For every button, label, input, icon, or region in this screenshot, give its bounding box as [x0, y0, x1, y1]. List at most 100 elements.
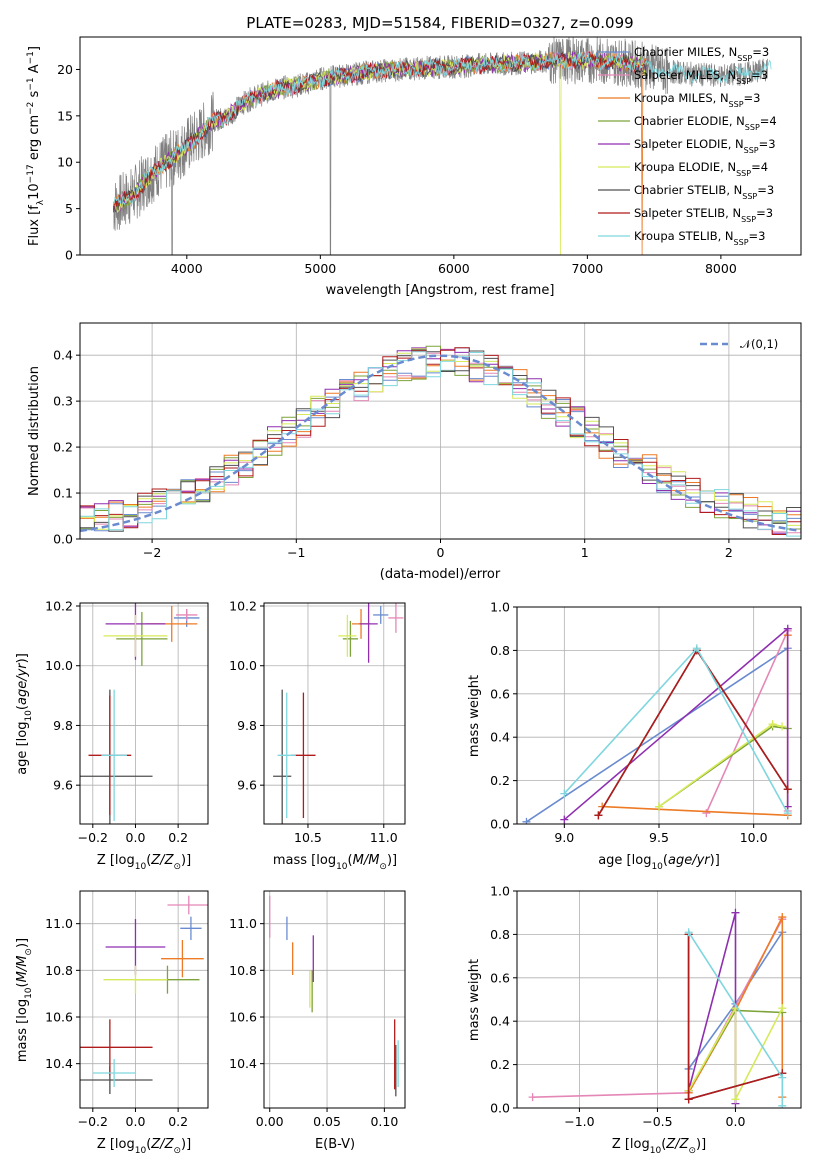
legend-entry: Kroupa STELIB, NSSP=3: [634, 229, 765, 247]
weight-marker: [778, 1073, 787, 1082]
mass_vs_ebv-frame: [263, 890, 406, 1109]
x-tick-label: 0.0: [126, 1114, 146, 1129]
y-tick-label: 11.0: [229, 916, 257, 931]
figure-title: PLATE=0283, MJD=51584, FIBERID=0327, z=0…: [246, 14, 633, 32]
mass-weight-y-label: mass weight: [467, 959, 482, 1041]
residual-histogram: [80, 347, 801, 535]
weight-marker: [783, 809, 792, 818]
x-tick-label: 0.2: [168, 1114, 188, 1129]
y-tick-label: 0.2: [53, 440, 73, 455]
residual-histogram: [80, 351, 801, 537]
weight-line: [563, 626, 789, 821]
y-tick-label: 10.4: [45, 1056, 73, 1071]
x-tick-label: 0.0: [726, 1114, 746, 1129]
weight-marker: [692, 644, 701, 653]
weight-line: [687, 1005, 784, 1100]
y-tick-label: 9.6: [53, 778, 73, 793]
weight_vs_Z-plot-area: [528, 908, 787, 1108]
y-tick-label: 15: [57, 108, 73, 123]
x-tick-label: −0.2: [78, 830, 108, 845]
legend-entry: Chabrier ELODIE, NSSP=4: [634, 114, 777, 132]
x-tick-label: −0.5: [642, 1114, 672, 1129]
residuals-axes: −2 −1 0 1 2 0.0 0.1 0.2 0.3 0.4: [53, 322, 802, 560]
residuals-y-label: Normed distribution: [27, 366, 42, 496]
weight-marker: [655, 802, 663, 811]
weight-marker: [783, 624, 792, 633]
weight-z-x-label: Z [log10(Z/Z⊙)]: [612, 1137, 706, 1156]
y-tick-label: 0.2: [490, 773, 510, 788]
mass_vs_ebv-axes: 0.00 0.05 0.10 10.4 10.6 10.8 11.0: [229, 890, 406, 1129]
mass_vs_Z-plot-area: [80, 895, 208, 1094]
y-tick-label: 9.6: [237, 778, 257, 793]
residuals-x-label: (data-model)/error: [380, 567, 501, 582]
y-tick-label: 10.2: [229, 598, 257, 613]
weight-marker: [778, 913, 787, 922]
legend-entry: Salpeter STELIB, NSSP=3: [634, 206, 773, 224]
model-spectrum-line: [113, 51, 772, 206]
age_vs_mass-axes: 10.5 11.0 9.6 9.8 10.0 10.2: [229, 598, 406, 845]
weight-marker: [768, 720, 777, 729]
age-mass-x-label: mass [log10(M/M⊙)]: [273, 853, 397, 872]
y-tick-label: 0.0: [490, 817, 510, 832]
y-tick-label: 10.2: [45, 598, 73, 613]
x-tick-label: 4000: [171, 261, 203, 276]
mass_vs_Z-frame: [79, 890, 209, 1109]
age-z-x-label: Z [log10(Z/Z⊙)]: [97, 853, 191, 872]
weight_vs_age-axes: 9.0 9.5 10.0 0.0 0.2 0.4 0.6 0.8 1.0: [490, 600, 802, 845]
y-tick-label: 0.8: [490, 927, 510, 942]
spectrum-y-label: Flux [fλ10−17 erg cm−2 s−1 A−1]: [26, 46, 46, 246]
y-tick-label: 0.1: [53, 486, 73, 501]
weight-line: [526, 647, 789, 823]
residuals-plot-area: [80, 345, 801, 537]
x-tick-label: 1: [581, 545, 589, 560]
y-tick-label: 0.4: [53, 348, 73, 363]
y-tick-label: 9.8: [53, 718, 73, 733]
legend-entry: Chabrier STELIB, NSSP=3: [634, 183, 774, 201]
x-tick-label: −0.2: [78, 1114, 108, 1129]
weight-marker: [778, 1004, 787, 1013]
mass-z-x-label: Z [log10(Z/Z⊙)]: [97, 1137, 191, 1156]
x-tick-label: 11.0: [370, 830, 398, 845]
weight-line: [597, 648, 789, 816]
weight-line: [597, 648, 789, 816]
weight_vs_Z-frame: [516, 890, 802, 1109]
weight-marker: [560, 815, 569, 824]
y-tick-label: 10.8: [45, 963, 73, 978]
model-spectrum-line: [113, 51, 647, 255]
y-tick-label: 10.6: [229, 1010, 257, 1025]
spectrum-plot-area: [113, 37, 772, 255]
weight-line: [705, 630, 789, 814]
weight-marker: [778, 1101, 787, 1108]
y-tick-label: 10.0: [229, 658, 257, 673]
y-tick-label: 0: [65, 248, 73, 263]
y-tick-label: 10.4: [229, 1056, 257, 1071]
mass-z-y-label: mass [log10(M/M⊙)]: [15, 938, 34, 1062]
x-tick-label: 10.0: [740, 830, 768, 845]
weight-marker: [731, 908, 740, 917]
weight-line: [602, 635, 789, 817]
x-tick-label: 10.5: [294, 830, 322, 845]
mass_vs_Z-axes: −0.2 0.0 0.2 10.4 10.6 10.8 11.0: [45, 890, 209, 1129]
spectrum-axes: 4000 5000 6000 7000 8000 0 5 10 15 20: [57, 36, 802, 276]
y-tick-label: 10.8: [229, 963, 257, 978]
model-spectrum-line: [113, 51, 647, 255]
x-tick-label: 0.2: [168, 830, 188, 845]
legend-entry: 𝒩(0,1): [740, 337, 778, 351]
age_vs_Z-frame: [79, 602, 209, 825]
weight-marker: [594, 811, 603, 820]
mass_vs_ebv-plot-area: [269, 895, 399, 1097]
x-tick-label: 7000: [571, 261, 603, 276]
y-tick-label: 0.2: [490, 1057, 510, 1072]
x-tick-label: 2: [725, 545, 733, 560]
weight-line: [687, 912, 737, 1104]
weight-marker: [560, 789, 569, 798]
x-tick-label: −1: [287, 545, 305, 560]
legend-entry: Chabrier MILES, NSSP=3: [634, 45, 769, 63]
age_vs_mass-frame: [263, 602, 406, 825]
age_vs_mass-plot-area: [273, 603, 404, 824]
weight-age-x-label: age [log10(age/yr)]: [598, 853, 720, 872]
legend-entry: Kroupa MILES, NSSP=3: [634, 91, 760, 109]
weight-line: [658, 725, 788, 808]
x-tick-label: −2: [143, 545, 161, 560]
